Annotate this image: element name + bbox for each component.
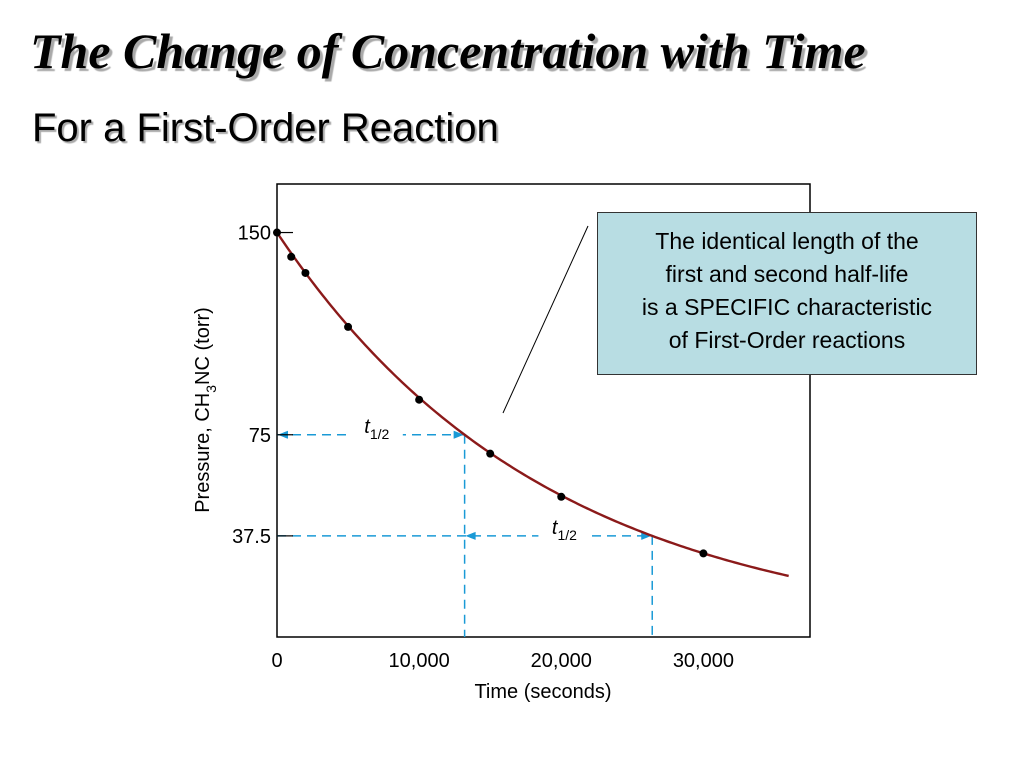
callout-line-1: The identical length of the: [655, 228, 919, 254]
half-life-label-sub-2: 1/2: [557, 527, 577, 543]
data-point-4: [344, 322, 353, 331]
x-tick-label-2: 10,000: [389, 650, 450, 672]
half-life-guides: t1/2t1/2: [277, 414, 653, 637]
slide-subtitle: For a First-Order Reaction: [32, 106, 499, 150]
data-point-2: [287, 252, 296, 261]
slide-title: The Change of Concentration with Time: [30, 23, 866, 79]
y-axis-label-main: Pressure, CH: [192, 393, 214, 513]
arrowhead-left-2: [465, 531, 476, 540]
callout-pointer-line: [502, 225, 589, 414]
half-life-label-main-1: t: [364, 416, 371, 438]
half-life-label-2: t1/2: [552, 517, 577, 543]
data-point-3: [301, 268, 310, 277]
y-tick-label-1: 150: [238, 223, 271, 245]
x-tick-label-3: 20,000: [531, 650, 592, 672]
data-point-5: [415, 395, 424, 404]
y-axis: 150 75 37.5: [232, 223, 293, 548]
half-life-label-bg-1: [350, 414, 403, 439]
y-tick-label-3: 37.5: [232, 526, 271, 548]
callout-line-4: of First-Order reactions: [668, 327, 906, 353]
y-axis-label-rest: NC (torr): [192, 307, 214, 385]
half-life-label-main-2: t: [552, 517, 559, 539]
x-tick-label-1: 0: [271, 650, 282, 672]
half-life-label-1: t1/2: [364, 416, 389, 442]
half-life-callout: The identical length of the first and se…: [597, 212, 977, 375]
x-axis-label: Time (seconds): [474, 681, 611, 703]
data-point-8: [699, 549, 708, 558]
y-axis-label: Pressure, CH3NC (torr): [192, 307, 219, 513]
y-axis-label-subscript: 3: [203, 385, 219, 393]
callout-line-3: is a SPECIFIC characteristic: [641, 294, 933, 320]
x-axis: 0 10,000 20,000 30,000: [271, 650, 734, 672]
plot-frame: [276, 183, 811, 638]
half-life-label-bg-2: [538, 515, 591, 540]
half-life-label-sub-1: 1/2: [370, 426, 390, 442]
callout-line-2: first and second half-life: [665, 261, 909, 287]
y-tick-label-2: 75: [249, 425, 271, 447]
data-point-6: [486, 449, 495, 458]
arrowhead-right-1: [453, 430, 464, 439]
x-tick-label-4: 30,000: [673, 650, 734, 672]
data-point-7: [557, 492, 566, 501]
